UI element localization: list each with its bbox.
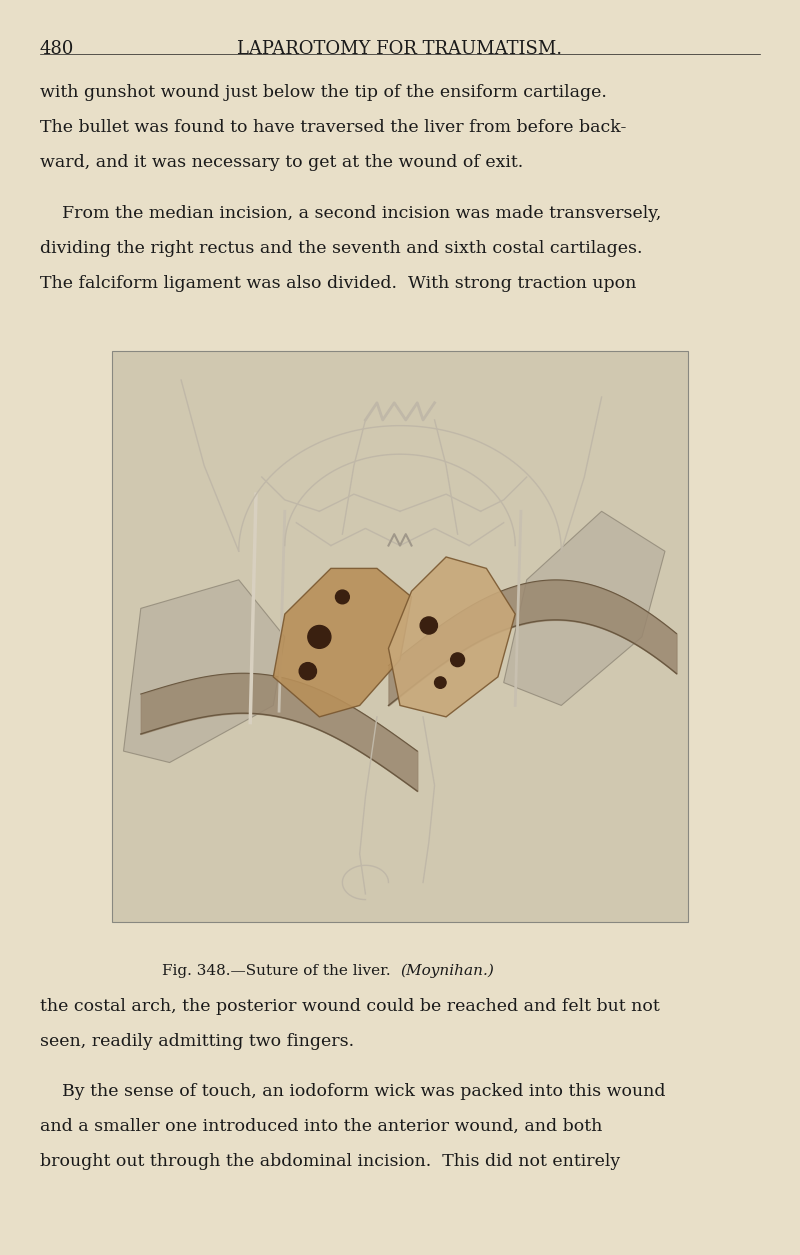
Text: seen, readily admitting two fingers.: seen, readily admitting two fingers. — [40, 1033, 354, 1050]
Text: ward, and it was necessary to get at the wound of exit.: ward, and it was necessary to get at the… — [40, 154, 523, 172]
Polygon shape — [123, 580, 285, 763]
FancyBboxPatch shape — [112, 351, 688, 922]
Text: The falciform ligament was also divided.  With strong traction upon: The falciform ligament was also divided.… — [40, 275, 636, 292]
Text: From the median incision, a second incision was made transversely,: From the median incision, a second incis… — [40, 205, 662, 222]
Text: (Moynihan.): (Moynihan.) — [400, 964, 494, 978]
Text: dividing the right rectus and the seventh and sixth costal cartilages.: dividing the right rectus and the sevent… — [40, 240, 642, 257]
Text: with gunshot wound just below the tip of the ensiform cartilage.: with gunshot wound just below the tip of… — [40, 84, 607, 102]
Text: LAPAROTOMY FOR TRAUMATISM.: LAPAROTOMY FOR TRAUMATISM. — [238, 40, 562, 58]
Polygon shape — [274, 569, 411, 717]
Circle shape — [299, 663, 317, 680]
Circle shape — [308, 625, 331, 649]
Text: brought out through the abdominal incision.  This did not entirely: brought out through the abdominal incisi… — [40, 1153, 620, 1171]
Circle shape — [434, 676, 446, 688]
Text: The bullet was found to have traversed the liver from before back-: The bullet was found to have traversed t… — [40, 119, 626, 137]
Text: and a smaller one introduced into the anterior wound, and both: and a smaller one introduced into the an… — [40, 1118, 602, 1136]
Text: By the sense of touch, an iodoform wick was packed into this wound: By the sense of touch, an iodoform wick … — [40, 1083, 666, 1101]
Text: the costal arch, the posterior wound could be reached and felt but not: the costal arch, the posterior wound cou… — [40, 998, 660, 1015]
Circle shape — [450, 653, 465, 666]
Circle shape — [335, 590, 350, 604]
Text: Fig. 348.—Suture of the liver.: Fig. 348.—Suture of the liver. — [162, 964, 400, 978]
Text: 480: 480 — [40, 40, 74, 58]
Circle shape — [420, 617, 438, 634]
Polygon shape — [504, 511, 665, 705]
Polygon shape — [389, 557, 515, 717]
